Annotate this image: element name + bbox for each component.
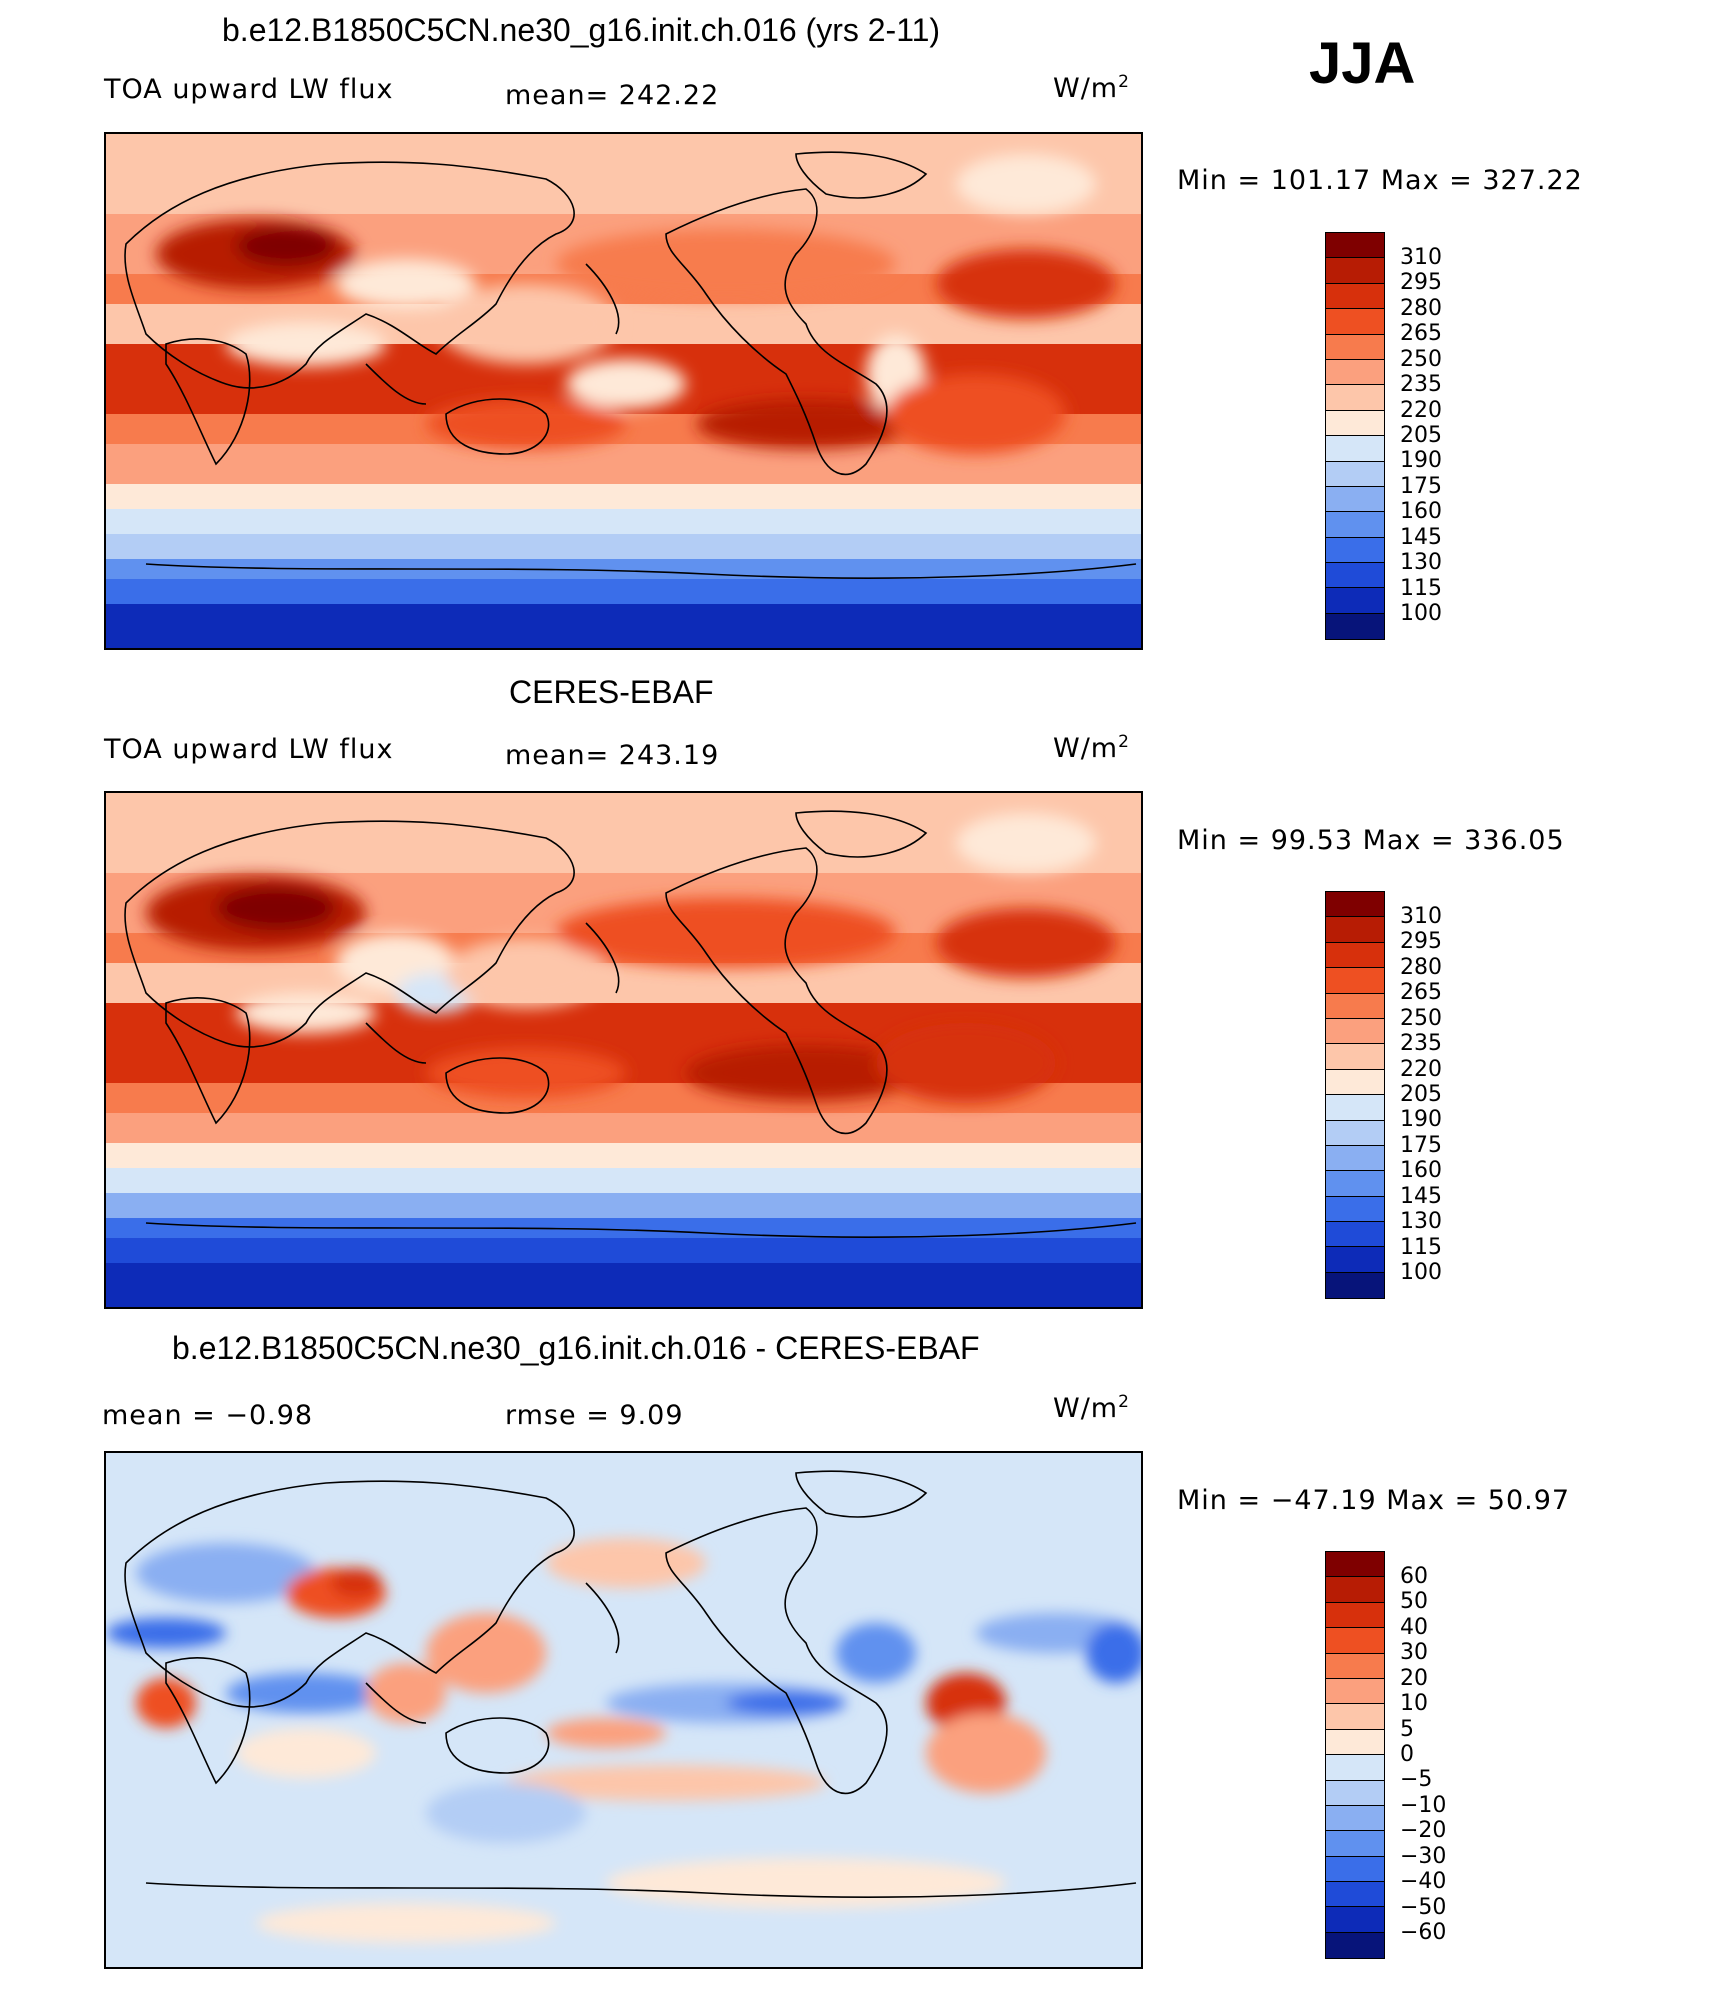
colorbar-tick: 30 — [1400, 1640, 1428, 1665]
colorbar-tick: −20 — [1400, 1818, 1447, 1843]
colorbar-tick: 175 — [1400, 1133, 1442, 1158]
colorbar-tick: 265 — [1400, 980, 1442, 1005]
colorbar-tick: 145 — [1400, 1184, 1442, 1209]
colorbar-tick: −30 — [1400, 1844, 1447, 1869]
panel-model-colorbar — [1325, 232, 1385, 641]
colorbar-tick: 5 — [1400, 1717, 1414, 1742]
colorbar-tick: 100 — [1400, 601, 1442, 626]
colorbar-tick: 145 — [1400, 525, 1442, 550]
panel-model-map-svg — [106, 134, 1141, 648]
colorbar-tick: −40 — [1400, 1869, 1447, 1894]
colorbar-tick: 0 — [1400, 1742, 1414, 1767]
colorbar-tick: −5 — [1400, 1767, 1433, 1792]
colorbar-tick: 190 — [1400, 1107, 1442, 1132]
colorbar-tick: 205 — [1400, 423, 1442, 448]
colorbar-tick: 20 — [1400, 1666, 1428, 1691]
panel-model-title: b.e12.B1850C5CN.ne30_g16.init.ch.016 (yr… — [222, 12, 941, 48]
colorbar-tick: 295 — [1400, 270, 1442, 295]
panel-diff-coastlines — [124, 1470, 1137, 1898]
colorbar-tick: −60 — [1400, 1920, 1447, 1945]
colorbar-tick: 160 — [1400, 1158, 1442, 1183]
panel-obs-units: W/m2 — [1053, 732, 1130, 764]
panel-obs-mean: mean= 243.19 — [505, 740, 720, 771]
panel-obs-map-svg — [106, 793, 1141, 1307]
colorbar-tick: 235 — [1400, 372, 1442, 397]
colorbar-tick: 190 — [1400, 448, 1442, 473]
colorbar-tick: −10 — [1400, 1793, 1447, 1818]
colorbar-tick: 100 — [1400, 1260, 1442, 1285]
panel-diff-units: W/m2 — [1053, 1392, 1130, 1424]
colorbar-tick: 310 — [1400, 245, 1442, 270]
colorbar-tick: 250 — [1400, 1006, 1442, 1031]
colorbar-tick: 220 — [1400, 1057, 1442, 1082]
colorbar-tick: 280 — [1400, 955, 1442, 980]
panel-model-map — [104, 132, 1143, 650]
panel-obs-variable-label: TOA upward LW flux — [104, 734, 394, 765]
season-label: JJA — [1309, 31, 1416, 96]
panel-obs-title: CERES-EBAF — [509, 674, 714, 710]
colorbar-tick: 280 — [1400, 296, 1442, 321]
colorbar-tick: 115 — [1400, 576, 1442, 601]
panel-diff-title: b.e12.B1850C5CN.ne30_g16.init.ch.016 - C… — [172, 1330, 980, 1366]
colorbar-tick: −50 — [1400, 1895, 1447, 1920]
panel-obs-coastlines — [124, 810, 1137, 1238]
colorbar-tick: 130 — [1400, 550, 1442, 575]
colorbar-tick: 235 — [1400, 1031, 1442, 1056]
panel-model-coastlines — [124, 151, 1137, 579]
panel-diff-map — [104, 1451, 1143, 1969]
colorbar-tick: 175 — [1400, 474, 1442, 499]
panel-model-variable-label: TOA upward LW flux — [104, 74, 394, 105]
colorbar-tick: 10 — [1400, 1691, 1428, 1716]
colorbar-tick: 160 — [1400, 499, 1442, 524]
panel-model-mean: mean= 242.22 — [505, 80, 720, 111]
panel-obs-colorbar — [1325, 891, 1385, 1300]
panel-diff-colorbar — [1325, 1551, 1385, 1960]
colorbar-tick: 60 — [1400, 1564, 1428, 1589]
panel-obs-minmax: Min = 99.53 Max = 336.05 — [1177, 825, 1565, 856]
panel-obs-map — [104, 791, 1143, 1309]
panel-diff-minmax: Min = −47.19 Max = 50.97 — [1177, 1485, 1571, 1516]
colorbar-tick: 115 — [1400, 1235, 1442, 1260]
panel-model-minmax: Min = 101.17 Max = 327.22 — [1177, 165, 1583, 196]
panel-diff-map-svg — [106, 1453, 1141, 1967]
colorbar-tick: 265 — [1400, 321, 1442, 346]
panel-diff-rmse: rmse = 9.09 — [505, 1400, 684, 1431]
colorbar-tick: 40 — [1400, 1615, 1428, 1640]
colorbar-tick: 295 — [1400, 929, 1442, 954]
colorbar-tick: 250 — [1400, 347, 1442, 372]
colorbar-tick: 50 — [1400, 1589, 1428, 1614]
colorbar-tick: 220 — [1400, 398, 1442, 423]
panel-model-units: W/m2 — [1053, 72, 1130, 104]
colorbar-tick: 130 — [1400, 1209, 1442, 1234]
panel-diff-mean: mean = −0.98 — [102, 1400, 314, 1431]
colorbar-tick: 310 — [1400, 904, 1442, 929]
colorbar-tick: 205 — [1400, 1082, 1442, 1107]
